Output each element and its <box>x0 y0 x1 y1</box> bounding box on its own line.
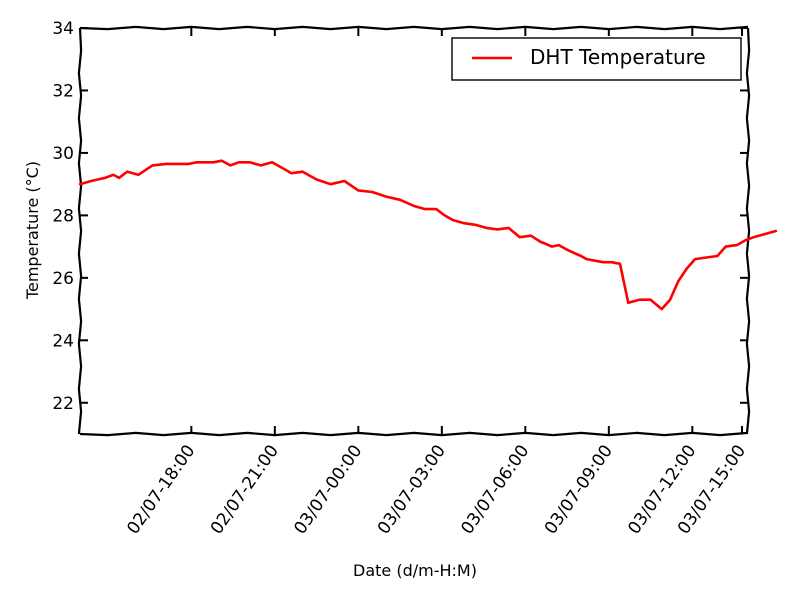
plot-border-right <box>745 27 751 435</box>
data-point <box>474 223 477 226</box>
data-point <box>752 236 755 239</box>
data-point <box>443 214 446 217</box>
y-axis-ticks: 22 24 26 28 30 32 34 <box>52 19 748 414</box>
y-tick-label: 30 <box>52 144 74 164</box>
data-point <box>566 248 568 251</box>
data-point <box>229 164 232 167</box>
x-tick-label: 03/07-06:00 <box>457 441 533 538</box>
data-point <box>507 227 510 229</box>
x-tick-label: 03/07-03:00 <box>374 441 450 538</box>
data-point <box>196 161 198 164</box>
y-tick-label: 22 <box>52 394 74 414</box>
data-point <box>573 252 575 254</box>
data-point <box>544 242 546 245</box>
data-point <box>187 163 190 165</box>
data-point <box>557 244 560 246</box>
y-tick-label: 26 <box>52 269 74 289</box>
data-point <box>357 189 360 192</box>
data-point <box>435 208 438 210</box>
series-line-dht-temperature <box>78 159 778 311</box>
data-point <box>763 233 766 235</box>
data-point <box>518 236 521 239</box>
data-point <box>660 308 663 310</box>
data-point <box>496 228 499 231</box>
data-point <box>329 183 332 185</box>
data-point <box>118 177 120 179</box>
data-point <box>343 180 346 182</box>
data-point <box>685 267 688 270</box>
data-point <box>619 262 621 265</box>
data-point <box>716 255 719 257</box>
data-point <box>179 163 181 165</box>
data-point <box>137 173 140 176</box>
data-point <box>237 161 240 164</box>
data-point <box>539 241 542 243</box>
y-tick-label: 34 <box>52 19 74 39</box>
data-point <box>413 205 415 207</box>
data-point <box>212 161 215 164</box>
data-point <box>221 159 223 162</box>
plot-border-left <box>77 27 83 435</box>
y-tick-label: 28 <box>52 206 74 226</box>
data-point <box>602 261 605 264</box>
data-point <box>694 258 696 260</box>
data-point <box>775 230 777 232</box>
x-axis-ticks: 02/07-18:00 02/07-21:00 03/07-00:00 03/07-0… <box>123 28 750 538</box>
data-point <box>580 255 582 257</box>
data-point <box>290 172 293 175</box>
data-point <box>744 239 747 242</box>
data-point <box>201 161 204 164</box>
data-point <box>399 198 401 201</box>
data-point <box>271 161 273 164</box>
y-tick-label: 32 <box>52 81 74 101</box>
series-layer <box>78 159 778 311</box>
data-point <box>724 245 727 248</box>
data-point <box>705 256 708 259</box>
data-point <box>165 163 168 165</box>
data-point <box>301 170 304 173</box>
data-point <box>610 261 613 264</box>
data-point <box>669 298 671 301</box>
data-point <box>585 258 588 260</box>
data-point <box>371 191 374 193</box>
plot-border-top <box>79 25 749 31</box>
data-point <box>677 280 680 282</box>
legend: DHT Temperature <box>451 37 742 81</box>
data-point <box>248 161 251 164</box>
data-point <box>649 298 652 301</box>
data-point <box>79 183 81 185</box>
data-point <box>282 167 284 170</box>
x-tick-label: 02/07-18:00 <box>123 441 199 538</box>
data-point <box>260 164 262 167</box>
data-point <box>463 222 465 224</box>
data-point <box>315 178 318 181</box>
data-point <box>424 208 426 210</box>
legend-label: DHT Temperature <box>530 45 706 69</box>
x-axis-label: Date (d/m-H:M) <box>353 561 477 580</box>
data-point <box>151 164 154 167</box>
data-point <box>485 227 488 229</box>
data-point <box>126 170 129 173</box>
data-point <box>736 244 738 246</box>
data-point <box>638 298 641 301</box>
x-tick-label: 03/07-09:00 <box>541 441 617 538</box>
x-tick-label: 03/07-00:00 <box>290 441 366 538</box>
data-point <box>530 234 532 237</box>
x-tick-label: 02/07-21:00 <box>207 441 283 538</box>
y-axis-label: Temperature (°C) <box>23 161 42 300</box>
plot-frame <box>77 25 751 437</box>
y-tick-label: 24 <box>52 331 74 351</box>
data-point <box>385 195 387 198</box>
data-point <box>112 173 115 176</box>
data-point <box>627 302 630 304</box>
data-point <box>104 177 106 179</box>
data-point <box>550 245 553 248</box>
data-point <box>90 180 92 182</box>
data-point <box>594 259 596 262</box>
plot-border-bottom <box>79 431 749 437</box>
data-point <box>452 219 454 221</box>
